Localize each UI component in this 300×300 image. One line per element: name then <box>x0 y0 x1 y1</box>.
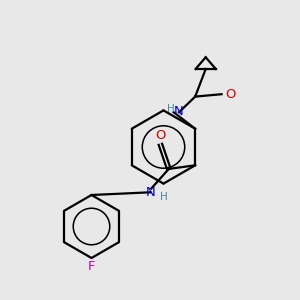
Text: H: H <box>160 191 168 202</box>
Text: O: O <box>225 88 235 101</box>
Text: O: O <box>155 129 166 142</box>
Text: N: N <box>145 186 155 199</box>
Text: H: H <box>167 103 175 114</box>
Text: F: F <box>88 260 95 274</box>
Text: N: N <box>174 105 184 118</box>
